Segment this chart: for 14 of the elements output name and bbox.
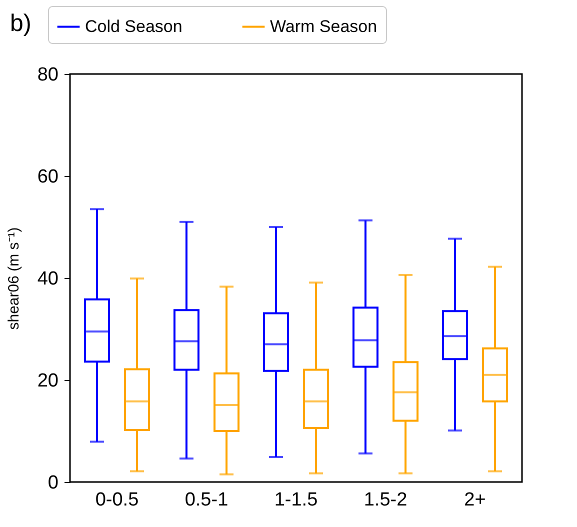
x-tick-label: 2+ [464, 490, 486, 510]
x-tick-label: 0-0.5 [95, 490, 139, 510]
y-tick-label: 0 [48, 472, 58, 494]
y-tick-label: 80 [37, 64, 58, 86]
chart-title: b) [10, 10, 32, 37]
legend-label: Cold Season [85, 16, 182, 36]
y-tick-label: 60 [37, 166, 58, 188]
x-tick-label: 0.5-1 [184, 490, 228, 510]
x-tick-label: 1.5-2 [364, 490, 408, 510]
y-tick-label: 40 [37, 268, 58, 290]
y-axis-title: shear06 (m s⁻¹) [5, 227, 22, 330]
y-tick-label: 20 [37, 370, 58, 392]
legend-label: Warm Season [270, 16, 378, 36]
x-tick-label: 1-1.5 [274, 490, 318, 510]
